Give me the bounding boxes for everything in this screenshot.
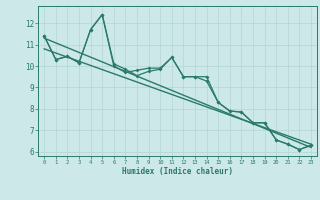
- X-axis label: Humidex (Indice chaleur): Humidex (Indice chaleur): [122, 167, 233, 176]
